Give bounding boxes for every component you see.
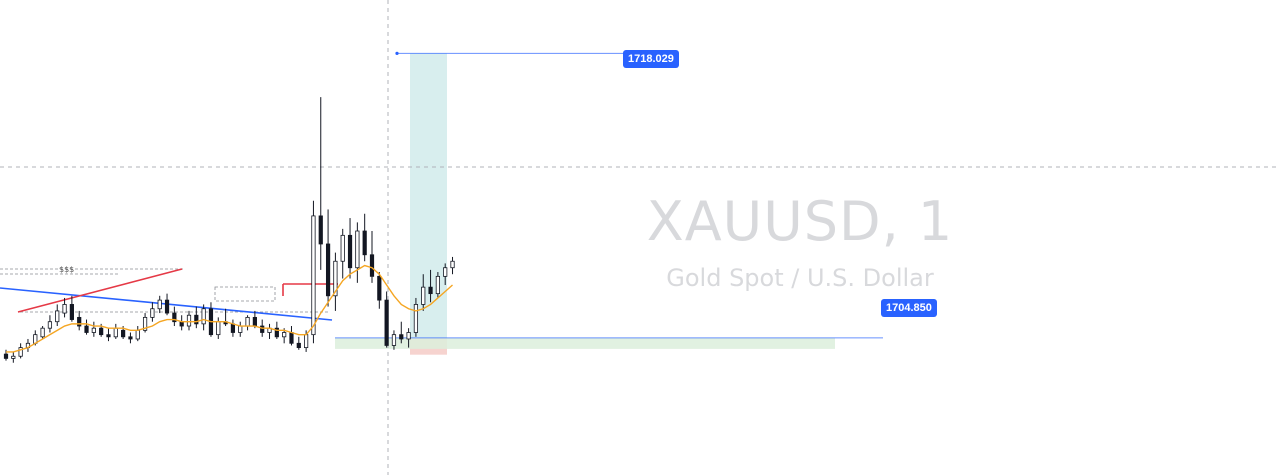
candle-body[interactable] — [318, 215, 323, 245]
candle-body[interactable] — [216, 321, 221, 336]
candle-body[interactable] — [406, 332, 411, 340]
candle-body[interactable] — [260, 325, 265, 333]
candle-body[interactable] — [164, 299, 170, 314]
candle-body[interactable] — [135, 329, 140, 340]
candle-body[interactable] — [362, 230, 367, 256]
candle-body[interactable] — [40, 327, 45, 338]
candle-body[interactable] — [384, 299, 389, 346]
candle-body[interactable] — [84, 325, 89, 333]
candle-body[interactable] — [311, 215, 316, 336]
candle-body[interactable] — [340, 234, 345, 262]
candle-body[interactable] — [106, 334, 111, 338]
candle-body[interactable] — [304, 334, 309, 349]
candle-body[interactable] — [62, 304, 67, 314]
candle-body[interactable] — [142, 316, 148, 331]
candle-body[interactable] — [128, 336, 133, 340]
candle-body[interactable] — [157, 299, 162, 310]
candle-body[interactable] — [245, 316, 250, 327]
liquidity-marker: $$$ — [59, 265, 75, 274]
target-price-label[interactable]: 1718.029 — [623, 50, 679, 68]
candle-body[interactable] — [333, 260, 338, 297]
candle-body[interactable] — [172, 312, 177, 323]
candle-body[interactable] — [201, 308, 206, 325]
candle-body[interactable] — [355, 230, 360, 269]
candle-body[interactable] — [391, 334, 397, 346]
candle-body[interactable] — [186, 314, 192, 327]
candle-body[interactable] — [289, 332, 294, 344]
candle-body[interactable] — [47, 321, 53, 329]
candle-body[interactable] — [252, 316, 257, 327]
candle-body[interactable] — [230, 323, 236, 333]
candle-body[interactable] — [91, 327, 96, 333]
candle-body[interactable] — [399, 334, 404, 340]
candle-body[interactable] — [282, 332, 287, 338]
candle-body[interactable] — [428, 286, 433, 295]
range-box[interactable] — [214, 286, 276, 302]
demand-zone[interactable] — [335, 337, 835, 349]
candle-body[interactable] — [150, 308, 155, 318]
candle-body[interactable] — [435, 275, 440, 295]
candle-body[interactable] — [113, 327, 118, 338]
target-anchor[interactable] — [395, 51, 399, 55]
candle-body[interactable] — [413, 304, 419, 333]
candle-body[interactable] — [369, 254, 375, 277]
entry-price-label[interactable]: 1704.850 — [881, 299, 937, 317]
candle-body[interactable] — [11, 355, 16, 359]
candle-body[interactable] — [296, 342, 301, 349]
candle-body[interactable] — [325, 243, 331, 297]
candle-body[interactable] — [347, 234, 353, 269]
candle-body[interactable] — [121, 329, 126, 338]
candle-body[interactable] — [194, 314, 199, 325]
candle-body[interactable] — [377, 275, 382, 301]
candle-body[interactable] — [450, 260, 455, 269]
candle-body[interactable] — [443, 267, 448, 277]
symbol-watermark: XAUUSD, 1 — [646, 190, 954, 253]
candle-body[interactable] — [55, 310, 60, 323]
candle-body[interactable] — [77, 316, 82, 327]
candle-body[interactable] — [99, 327, 104, 336]
red-trendline[interactable] — [17, 268, 183, 313]
ema-line — [6, 264, 453, 353]
candle-body[interactable] — [3, 353, 9, 359]
candle-body[interactable] — [18, 347, 23, 357]
candle-body[interactable] — [421, 286, 426, 305]
candle-body[interactable] — [69, 304, 74, 320]
candle-body[interactable] — [274, 327, 279, 338]
candle-body[interactable] — [238, 325, 243, 333]
symbol-description-watermark: Gold Spot / U.S. Dollar — [666, 264, 934, 292]
